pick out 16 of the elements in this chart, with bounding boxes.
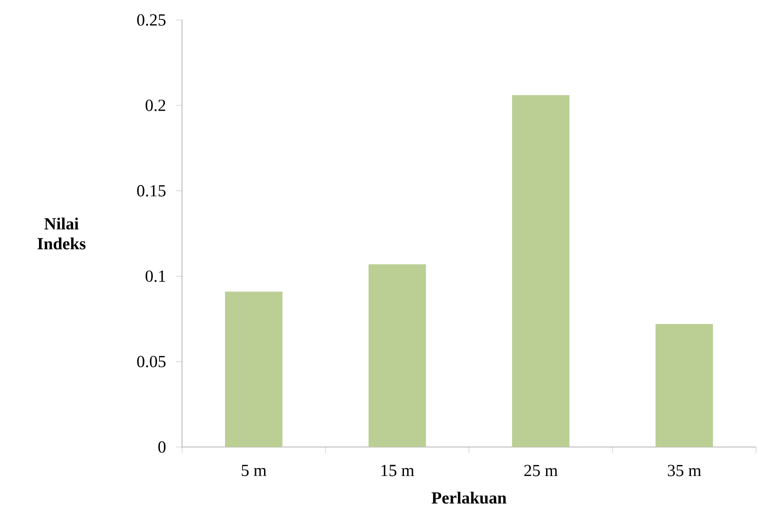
bar: [656, 324, 713, 447]
y-tick-label: 0.25: [137, 14, 166, 26]
y-axis-title: Nilai Indeks: [38, 218, 86, 250]
y-tick-label: 0.1: [146, 270, 166, 282]
x-tick-label: 5 m: [242, 464, 266, 476]
bar: [368, 264, 426, 447]
y-tick-label: 0.2: [146, 100, 166, 112]
x-tick-label: 25 m: [524, 464, 558, 476]
x-tick-label: 15 m: [382, 464, 414, 476]
x-axis-title: Perlakuan: [432, 492, 506, 504]
y-tick-label: 0.15: [137, 185, 166, 197]
bar: [225, 292, 282, 447]
bar: [512, 95, 570, 447]
y-tick-label: 0.05: [137, 356, 166, 368]
x-tick-label: 35 m: [668, 464, 702, 476]
y-tick-label: 0: [158, 441, 166, 453]
